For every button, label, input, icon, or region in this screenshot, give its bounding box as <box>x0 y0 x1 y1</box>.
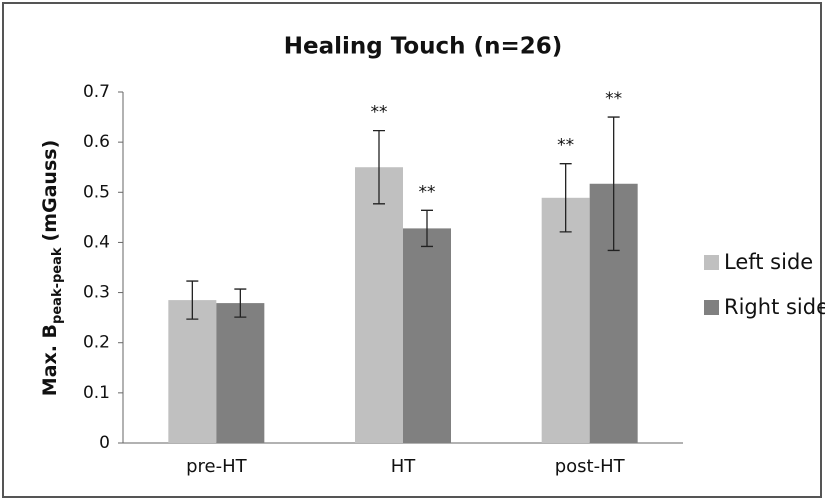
significance-label: ** <box>605 89 622 109</box>
bar <box>355 167 403 443</box>
bar <box>216 303 265 443</box>
significance-label: ** <box>557 136 574 156</box>
x-tick-label: HT <box>391 456 417 477</box>
significance-label: ** <box>419 182 436 202</box>
x-tick-label: post-HT <box>555 456 626 477</box>
y-tick-label: 0.1 <box>83 383 110 403</box>
y-tick-label: 0.2 <box>83 333 110 353</box>
y-tick-label: 0.5 <box>83 182 110 202</box>
y-label-subscript: peak-peak <box>50 247 65 324</box>
error-bar <box>421 209 433 248</box>
legend-swatch <box>704 300 719 315</box>
bar <box>403 228 451 443</box>
legend-label: Left side <box>724 250 813 274</box>
y-axis-label: Max. Bpeak-peak (mGauss) <box>39 140 66 397</box>
y-label-unit: (mGauss) <box>39 140 61 242</box>
bar <box>168 300 217 443</box>
y-tick-label: 0.7 <box>83 82 110 102</box>
error-bar <box>559 163 572 233</box>
x-tick-label: pre-HT <box>186 456 248 477</box>
legend-label: Right side <box>724 295 825 319</box>
error-bar <box>373 129 385 205</box>
significance-label: ** <box>371 103 388 123</box>
bar <box>541 197 590 443</box>
legend-swatch <box>704 255 719 270</box>
y-tick-label: 0.4 <box>83 232 110 252</box>
y-tick-label: 0.6 <box>83 132 110 152</box>
chart-title: Healing Touch (n=26) <box>284 34 562 60</box>
y-tick-label: 0 <box>99 433 110 453</box>
y-label-main: Max. B <box>39 324 61 396</box>
error-bar <box>234 288 247 318</box>
error-bar <box>186 280 199 320</box>
error-bar <box>607 116 620 252</box>
y-tick-label: 0.3 <box>83 283 110 303</box>
